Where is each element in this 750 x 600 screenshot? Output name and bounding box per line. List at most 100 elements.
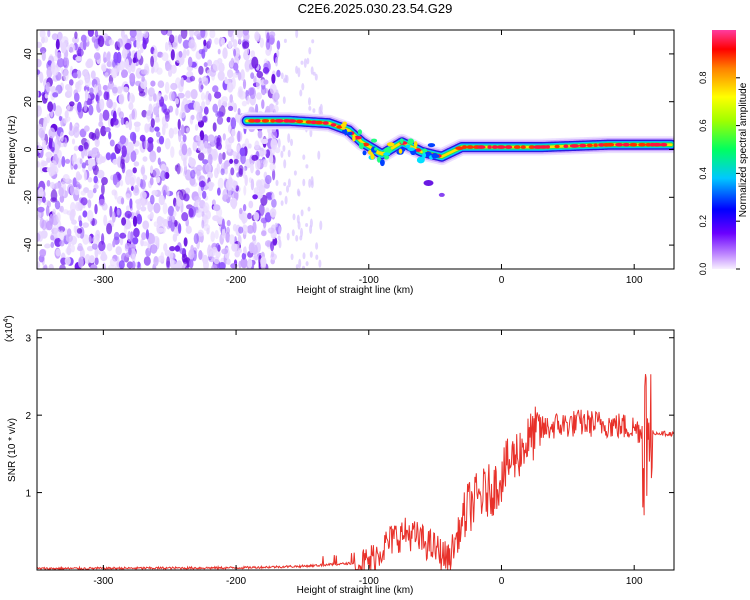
noise-blob [59, 194, 65, 203]
noise-blob [180, 30, 188, 39]
noise-blob [98, 198, 106, 207]
noise-blob [164, 138, 171, 150]
noise-blob [203, 62, 208, 68]
signal-blob [374, 147, 378, 151]
noise-blob [142, 174, 148, 181]
signal-blob [383, 152, 391, 156]
snr-y-scale-label: (x104) [3, 315, 15, 342]
noise-blob [300, 227, 303, 238]
noise-blob [239, 147, 246, 157]
signal-core [660, 142, 668, 147]
noise-blob [144, 139, 149, 150]
noise-blob [77, 243, 83, 251]
noise-blob [126, 221, 132, 229]
noise-blob [248, 242, 255, 254]
noise-blob [188, 39, 196, 49]
x-tick-label: -300 [93, 576, 113, 587]
noise-blob [201, 48, 206, 59]
noise-blob [209, 30, 216, 39]
noise-blob [94, 128, 100, 140]
noise-blob [118, 260, 125, 269]
noise-blob [62, 174, 70, 183]
noise-blob [240, 69, 245, 81]
noise-blob [255, 158, 261, 171]
noise-blob [156, 146, 162, 153]
noise-blob [182, 39, 190, 49]
noise-blob [172, 127, 178, 135]
noise-blob [230, 197, 238, 209]
noise-blob [87, 158, 94, 166]
noise-blob [158, 135, 165, 145]
noise-blob [109, 258, 116, 267]
noise-blob [120, 30, 125, 39]
noise-blob [186, 127, 190, 133]
colorbar-tick-label: 0.2 [698, 215, 708, 228]
noise-blob [282, 145, 286, 152]
snr-series-line [37, 374, 674, 570]
noise-blob [301, 83, 305, 91]
noise-blob [136, 49, 142, 60]
signal-core [336, 125, 343, 129]
noise-blob [153, 255, 159, 267]
noise-blob [197, 229, 204, 237]
noise-blob [263, 79, 269, 85]
noise-blob [261, 138, 269, 144]
noise-blob [122, 86, 129, 93]
noise-blob [87, 189, 94, 199]
noise-blob [124, 242, 131, 250]
noise-blob [252, 194, 258, 200]
signal-blob [407, 138, 414, 145]
y-tick-label: 3 [25, 334, 31, 345]
noise-blob [79, 158, 83, 165]
noise-blob [56, 52, 62, 60]
noise-blob [143, 30, 149, 39]
signal-blob [384, 154, 390, 160]
noise-blob [116, 256, 120, 268]
x-tick-label: 100 [626, 275, 643, 286]
signal-core [651, 142, 662, 147]
spectrogram-y-ticks: -40 -20 0 20 40 [23, 48, 674, 252]
noise-blob [203, 106, 209, 115]
noise-blob [241, 252, 247, 260]
noise-blob [256, 180, 263, 191]
noise-blob [269, 36, 275, 45]
noise-blob [129, 131, 137, 142]
noise-blob [137, 32, 144, 39]
noise-blob [40, 230, 48, 239]
noise-blob [50, 241, 55, 248]
noise-blob [212, 85, 219, 93]
noise-blob [311, 39, 315, 44]
noise-blob [228, 105, 234, 111]
noise-blob [177, 118, 181, 130]
noise-blob [112, 240, 116, 248]
noise-blob [57, 31, 63, 41]
noise-blob [237, 108, 241, 115]
noise-blob [130, 185, 134, 191]
noise-blob [103, 214, 108, 226]
noise-blob [174, 98, 179, 105]
noise-blob [82, 234, 90, 245]
noise-blob [278, 239, 282, 249]
signal-streak [438, 192, 445, 197]
noise-blob [168, 91, 175, 101]
noise-blob [102, 109, 110, 121]
noise-blob [132, 167, 137, 174]
noise-blob [282, 96, 286, 104]
noise-blob [37, 58, 42, 68]
noise-blob [138, 91, 146, 97]
y-tick-label: -40 [23, 237, 34, 252]
noise-blob [237, 130, 241, 143]
noise-blob [55, 248, 61, 257]
noise-blob [67, 184, 74, 195]
noise-blob [238, 226, 244, 234]
noise-blob [302, 265, 305, 269]
noise-blob [133, 161, 140, 167]
noise-blob [262, 67, 270, 74]
noise-blob [150, 165, 154, 174]
noise-blob [49, 181, 55, 189]
noise-blob [135, 80, 141, 86]
signal-core [315, 120, 323, 125]
noise-blob [45, 151, 53, 158]
noise-blob [222, 47, 228, 59]
